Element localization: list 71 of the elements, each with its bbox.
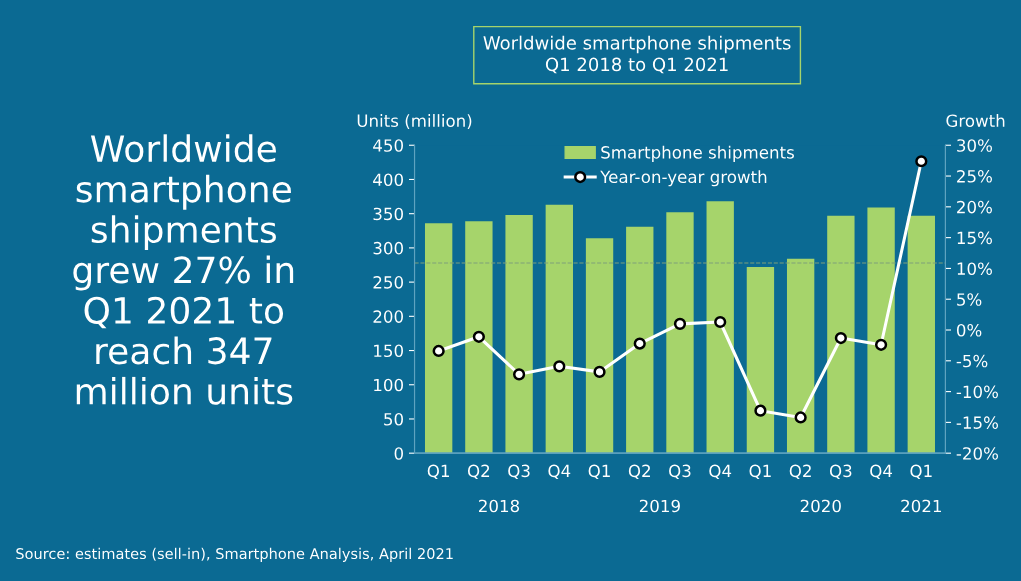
y-tick-label: 0 — [394, 447, 403, 460]
y-tick-label: 300 — [373, 241, 403, 255]
bar — [424, 223, 453, 454]
x-tick-label: Q3 — [508, 464, 530, 480]
point — [915, 155, 928, 168]
y-tick-label: 350 — [373, 207, 403, 221]
y-tick-label: 100 — [374, 378, 403, 392]
y2-tick-label: -20% — [956, 447, 998, 460]
x-tick-label: Q4 — [548, 464, 571, 480]
bar — [786, 258, 815, 454]
point — [593, 365, 606, 378]
y2-tick-label: 25% — [957, 170, 992, 183]
point — [714, 315, 727, 329]
point — [673, 317, 687, 330]
y-tick-label: 250 — [373, 276, 403, 289]
y-tick-label: 200 — [373, 310, 403, 323]
source-note: Source: estimates (sell-in), Smartphone Analysis, April 2021 — [16, 547, 453, 562]
x-tick-label: Q1 — [427, 464, 449, 480]
y2-tick-label: -15% — [956, 416, 998, 429]
x-tick-label: Q2 — [789, 464, 811, 480]
point — [794, 411, 807, 424]
text: 2018 — [479, 499, 520, 513]
x-tick-label: Q4 — [709, 464, 732, 480]
bar — [907, 215, 935, 454]
y2-axis-title: Growth — [946, 114, 1005, 128]
y-tick-label: 50 — [384, 412, 403, 426]
bar — [867, 207, 895, 454]
bar — [827, 215, 855, 454]
x-tick-label: Q3 — [669, 464, 691, 480]
y2-tick-label: 20% — [957, 200, 992, 214]
x-tick-label: Q3 — [829, 464, 852, 480]
y2-tick-label: -10% — [956, 385, 998, 399]
y-axis-title: Units (million) — [357, 114, 472, 129]
text: 2021 — [901, 499, 941, 513]
y2-tick-label: 0% — [956, 323, 982, 337]
point — [553, 360, 566, 373]
text: 2019 — [639, 499, 680, 513]
text: 2020 — [800, 499, 841, 513]
bar — [545, 204, 573, 454]
y-tick-label: 400 — [373, 173, 403, 187]
y2-tick-label: 15% — [957, 231, 992, 245]
y2-tick-label: -5% — [956, 354, 988, 368]
legend-label: Year-on-year growth — [600, 170, 767, 187]
x-tick-label: Q1 — [749, 464, 771, 480]
point — [472, 330, 485, 343]
x-tick-label: Q4 — [870, 464, 893, 480]
y2-tick-label: 5% — [957, 293, 982, 306]
point — [874, 338, 888, 351]
y2-tick-label: 30% — [957, 139, 992, 152]
bar — [746, 267, 775, 454]
point — [834, 331, 847, 345]
bar — [626, 226, 654, 454]
bar — [585, 238, 614, 454]
y2-tick-label: 10% — [957, 262, 992, 275]
bar — [505, 215, 533, 454]
text: Worldwide smartphone shipments grew 27% in Q1 2021 to reach 347 million units — [73, 134, 294, 405]
point — [432, 344, 445, 358]
y-tick-label: 450 — [373, 139, 403, 152]
bar — [465, 221, 493, 454]
x-tick-label: Q1 — [588, 464, 610, 480]
point — [633, 337, 646, 350]
point — [512, 368, 526, 381]
bar — [706, 201, 734, 454]
legend-label: Smartphone shipments — [601, 145, 794, 162]
x-tick-label: Q2 — [467, 464, 490, 480]
x-tick-label: Q2 — [628, 464, 650, 480]
bar — [666, 212, 694, 454]
chart-title: Worldwide smartphone shipments Q1 2018 to Q1 2021 — [483, 35, 791, 74]
y-tick-label: 150 — [374, 344, 403, 358]
x-tick-label: Q1 — [910, 464, 932, 480]
point — [754, 404, 767, 417]
